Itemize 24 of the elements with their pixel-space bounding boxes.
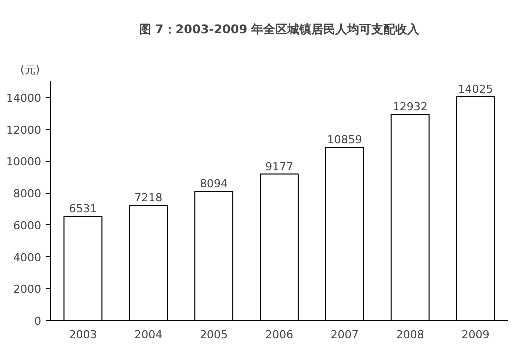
- y-tick-label: 10000: [6, 156, 42, 169]
- x-tick-label: 2004: [134, 328, 163, 342]
- data-label: 10859: [327, 133, 362, 146]
- data-label: 14025: [458, 83, 494, 96]
- y-axis-title: (元): [20, 64, 40, 76]
- x-tick-label: 2007: [330, 328, 359, 342]
- data-label: 6531: [69, 202, 98, 216]
- y-tick-label: 8000: [14, 188, 42, 201]
- chart-title: 图 7：2003-2009 年全区城镇居民人均可支配收入: [139, 22, 421, 36]
- y-tick-label: 2000: [14, 283, 42, 296]
- y-tick-label: 0: [34, 315, 42, 328]
- y-tick-label: 4000: [14, 251, 42, 264]
- x-tick-label: 2009: [462, 328, 490, 342]
- data-label: 8094: [200, 178, 228, 191]
- y-tick-label: 14000: [6, 92, 42, 105]
- data-label: 7218: [134, 191, 163, 204]
- y-tick-label: 12000: [6, 124, 42, 137]
- x-tick-label: 2006: [266, 328, 294, 342]
- x-tick-label: 2003: [69, 328, 98, 342]
- data-label: 12932: [392, 100, 428, 114]
- y-tick-label: 6000: [14, 219, 42, 232]
- x-tick-label: 2008: [396, 328, 424, 342]
- x-tick-label: 2005: [200, 328, 228, 342]
- data-label: 9177: [266, 160, 294, 174]
